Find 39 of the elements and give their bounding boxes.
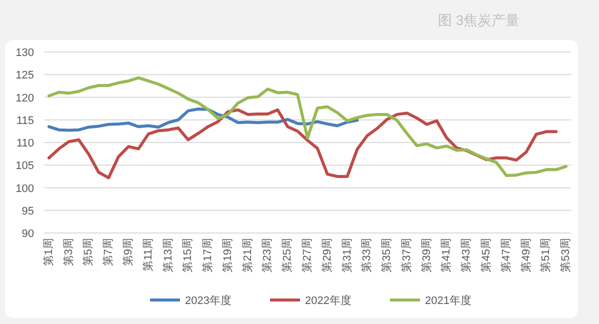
x-tick-label: 第23周 <box>262 238 274 272</box>
y-tick-label: 130 <box>16 47 34 59</box>
x-tick-label: 第41周 <box>440 238 453 272</box>
x-tick-label: 第7周 <box>102 238 115 266</box>
x-tick-label: 第29周 <box>321 238 334 272</box>
x-tick-label: 第11周 <box>142 238 154 272</box>
y-tick-label: 95 <box>22 205 34 218</box>
x-tick-label: 第19周 <box>222 238 234 272</box>
y-tick-label: 120 <box>16 92 34 104</box>
x-tick-label: 第35周 <box>381 238 394 272</box>
x-tick-label: 第25周 <box>282 238 294 272</box>
y-tick-label: 100 <box>16 182 34 195</box>
x-tick-label: 第47周 <box>500 238 512 272</box>
x-tick-label: 第27周 <box>302 238 314 272</box>
x-tick-label: 第51周 <box>540 238 552 272</box>
x-tick-label: 第49周 <box>520 238 532 272</box>
x-tick-label: 第13周 <box>162 238 174 272</box>
x-tick-label: 第45周 <box>480 238 492 272</box>
x-tick-label: 第9周 <box>122 238 135 266</box>
x-tick-label: 第37周 <box>400 238 413 272</box>
y-tick-label: 105 <box>16 160 34 172</box>
x-tick-label: 第31周 <box>341 238 354 272</box>
x-tick-label: 第21周 <box>242 238 254 272</box>
legend-label: 2022年度 <box>305 294 352 307</box>
x-tick-label: 第1周 <box>42 238 55 266</box>
legend-label: 2021年度 <box>425 294 472 307</box>
x-tick-label: 第5周 <box>82 238 95 266</box>
y-tick-label: 90 <box>22 228 34 240</box>
y-tick-label: 125 <box>16 70 34 82</box>
x-tick-label: 第43周 <box>460 238 473 272</box>
y-tick-label: 115 <box>16 114 34 127</box>
x-tick-label: 第3周 <box>62 238 75 266</box>
x-tick-label: 第53周 <box>560 238 572 272</box>
x-tick-label: 第33周 <box>361 238 374 272</box>
x-tick-label: 第17周 <box>202 238 214 272</box>
x-tick-label: 第39周 <box>420 238 433 272</box>
legend-label: 2023年度 <box>185 294 232 307</box>
x-tick-label: 第15周 <box>182 238 194 272</box>
y-tick-label: 110 <box>16 138 34 150</box>
